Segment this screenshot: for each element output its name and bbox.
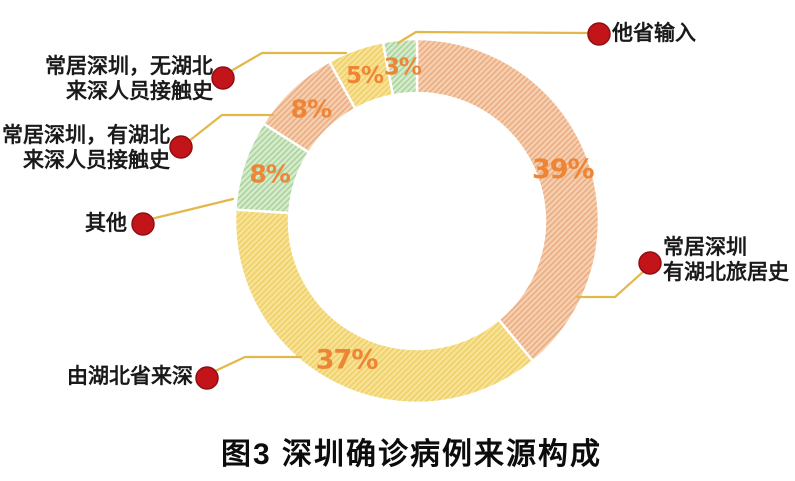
callout-text-line1: 常居深圳 [663,236,747,259]
donut-slices [233,37,601,405]
callout-dot-no-hubei-contact [211,66,235,90]
callout-text: 他省输入 [612,22,696,45]
figure-title: 图3 深圳确诊病例来源构成 [220,438,603,471]
slice-percent-label-1: 37% [316,345,379,376]
callout-dot-hubei-travel [638,251,662,275]
callout-dot-other-province [587,22,611,46]
callout-text-line1: 常居深圳，无湖北 [45,55,213,78]
callout-label-no-hubei-contact: 常居深圳，无湖北 来深人员接触史 [45,54,213,104]
callout-label-other-province: 他省输入 [612,21,696,46]
leader-line-hubei-contact [187,113,275,143]
leader-line-other [149,197,235,221]
slice-percent-label-0: 39% [532,154,595,185]
callout-text: 其他 [85,212,127,235]
leader-line-hubei-travel [575,269,646,299]
callout-label-other: 其他 [85,211,127,236]
callout-label-hubei-contact: 常居深圳，有湖北 来深人员接触史 [2,123,170,173]
slice-percent-labels: 39% 37% 8% 8% 5% 3% [249,55,595,376]
slice-percent-label-5: 3% [384,55,422,81]
donut-slice-0 [415,37,601,363]
callout-text-line2: 有湖北旅居史 [663,261,789,284]
leader-line-other-province [396,30,590,45]
callout-dots [131,22,662,390]
callout-text-line1: 常居深圳，有湖北 [2,124,170,147]
leader-line-no-hubei-contact [229,51,348,73]
slice-percent-label-2: 8% [249,160,290,189]
leader-line-from-hubei [211,355,303,374]
donut-slice-5 [381,37,419,97]
callout-dot-other [131,212,155,236]
callout-text-line2: 来深人员接触史 [66,80,213,103]
callout-dot-from-hubei [195,366,219,390]
callout-text: 由湖北省来深 [67,365,193,388]
slice-percent-label-3: 8% [291,95,332,124]
leader-lines [149,30,646,374]
callout-label-hubei-travel: 常居深圳 有湖北旅居史 [663,235,789,285]
callout-text-line2: 来深人员接触史 [23,149,170,172]
donut-slice-1 [233,208,535,405]
slice-percent-label-4: 5% [346,63,384,89]
callout-label-from-hubei: 由湖北省来深 [67,364,193,389]
callout-dot-hubei-contact [169,135,193,159]
